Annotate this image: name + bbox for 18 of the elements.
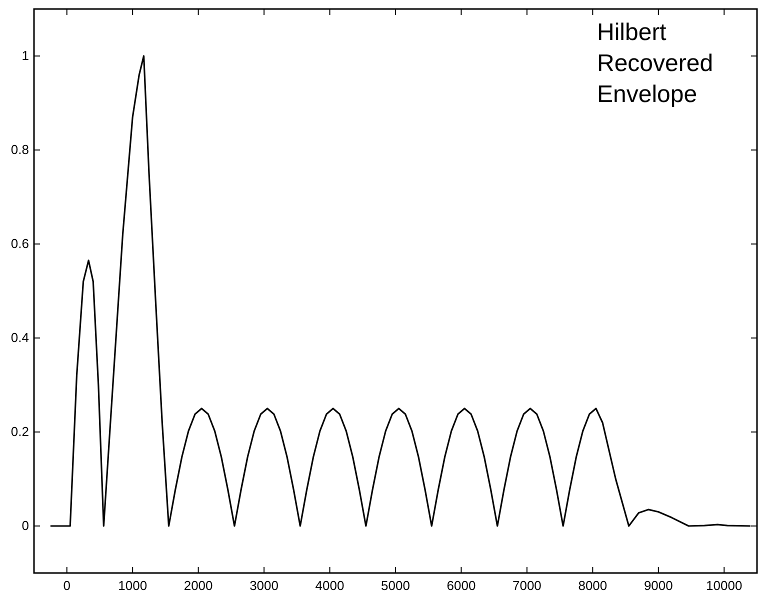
x-tick-label: 9000 — [644, 578, 673, 593]
y-tick-label: 0.4 — [10, 330, 29, 345]
x-tick-label: 5000 — [381, 578, 410, 593]
annotation: Hilbert Recovered Envelope — [597, 19, 714, 108]
y-tick-label: 0.8 — [10, 142, 29, 157]
x-tick-label: 0 — [63, 578, 70, 593]
y-tick-label: 1 — [22, 48, 29, 63]
x-tick-label: 3000 — [250, 578, 279, 593]
y-tick-label: 0.6 — [10, 236, 29, 251]
x-tick-label: 7000 — [512, 578, 542, 593]
x-tick-label: 1000 — [118, 578, 148, 593]
y-tick-label: 0 — [22, 518, 29, 533]
y-tick-label: 0.2 — [10, 424, 29, 439]
x-tick-label: 2000 — [184, 578, 213, 593]
x-tick-label: 4000 — [315, 578, 344, 593]
x-tick-label: 8000 — [578, 578, 608, 593]
x-tick-label: 6000 — [446, 578, 476, 593]
x-tick-label: 10000 — [706, 578, 742, 593]
